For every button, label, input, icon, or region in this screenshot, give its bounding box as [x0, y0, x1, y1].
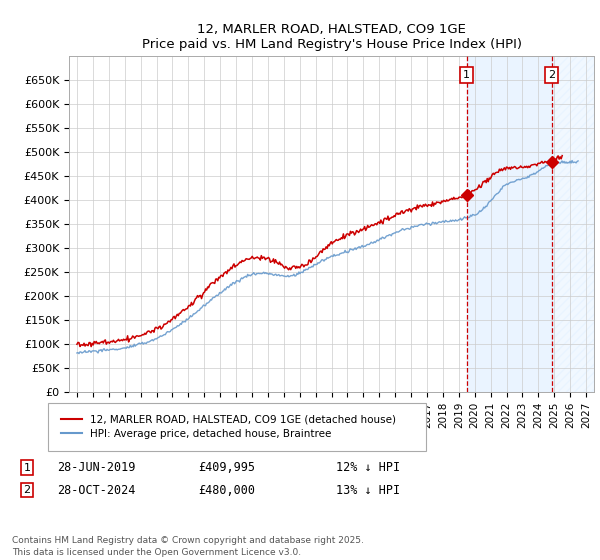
Text: 1: 1	[463, 70, 470, 80]
Text: 13% ↓ HPI: 13% ↓ HPI	[336, 483, 400, 497]
Bar	[467, 56, 551, 392]
Text: £409,995: £409,995	[198, 461, 255, 474]
Text: £480,000: £480,000	[198, 483, 255, 497]
Text: Contains HM Land Registry data © Crown copyright and database right 2025.
This d: Contains HM Land Registry data © Crown c…	[12, 536, 364, 557]
Text: 28-JUN-2019: 28-JUN-2019	[57, 461, 136, 474]
Legend: 12, MARLER ROAD, HALSTEAD, CO9 1GE (detached house), HPI: Average price, detache: 12, MARLER ROAD, HALSTEAD, CO9 1GE (deta…	[57, 410, 400, 444]
FancyBboxPatch shape	[48, 403, 426, 451]
Text: 28-OCT-2024: 28-OCT-2024	[57, 483, 136, 497]
Text: 2: 2	[23, 485, 31, 495]
Text: 12% ↓ HPI: 12% ↓ HPI	[336, 461, 400, 474]
Title: 12, MARLER ROAD, HALSTEAD, CO9 1GE
Price paid vs. HM Land Registry's House Price: 12, MARLER ROAD, HALSTEAD, CO9 1GE Price…	[142, 22, 521, 50]
Text: 2: 2	[548, 70, 555, 80]
Text: 1: 1	[23, 463, 31, 473]
Bar	[551, 56, 594, 392]
